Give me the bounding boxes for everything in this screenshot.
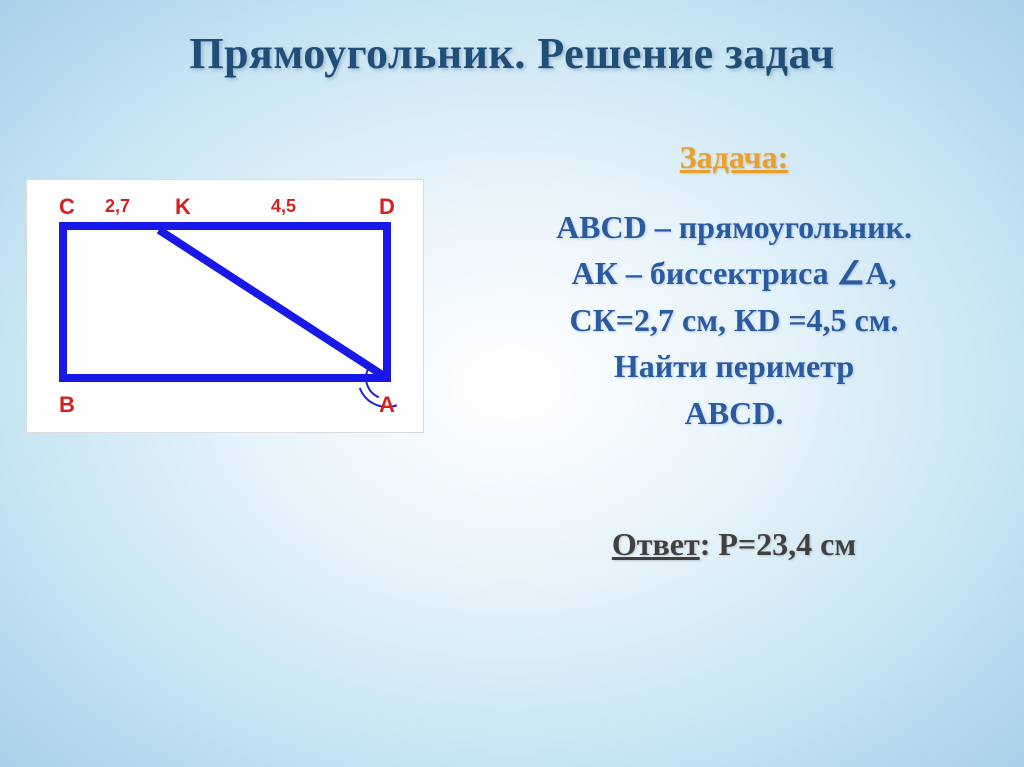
given-line-3: СК=2,7 см, КD =4,5 см. [470,297,998,343]
content-row: C K D B A 2,7 4,5 Задача: ABCD – прямоуг… [0,139,1024,563]
given-line-5: ABCD. [470,390,998,436]
vertex-K: K [175,194,191,220]
vertex-B: B [59,392,75,418]
answer-line: Ответ: Р=23,4 см [470,526,998,563]
dim-CK: 2,7 [105,196,130,217]
given-line-2: АК – биссектриса ∠А, [470,250,998,296]
vertex-D: D [379,194,395,220]
page-title: Прямоугольник. Решение задач [0,0,1024,79]
text-column: Задача: ABCD – прямоугольник. АК – биссе… [470,139,998,563]
diagram-card: C K D B A 2,7 4,5 [26,179,424,433]
dim-KD: 4,5 [271,196,296,217]
answer-label: Ответ [612,526,700,562]
diagram-column: C K D B A 2,7 4,5 [26,139,446,563]
given-block: ABCD – прямоугольник. АК – биссектриса ∠… [470,204,998,436]
vertex-A: A [379,392,395,418]
given-line-4: Найти периметр [470,343,998,389]
task-heading: Задача: [470,139,998,176]
vertex-C: C [59,194,75,220]
given-line-1: ABCD – прямоугольник. [470,204,998,250]
answer-value: : Р=23,4 см [700,526,856,562]
rectangle-ABCD [59,222,391,382]
